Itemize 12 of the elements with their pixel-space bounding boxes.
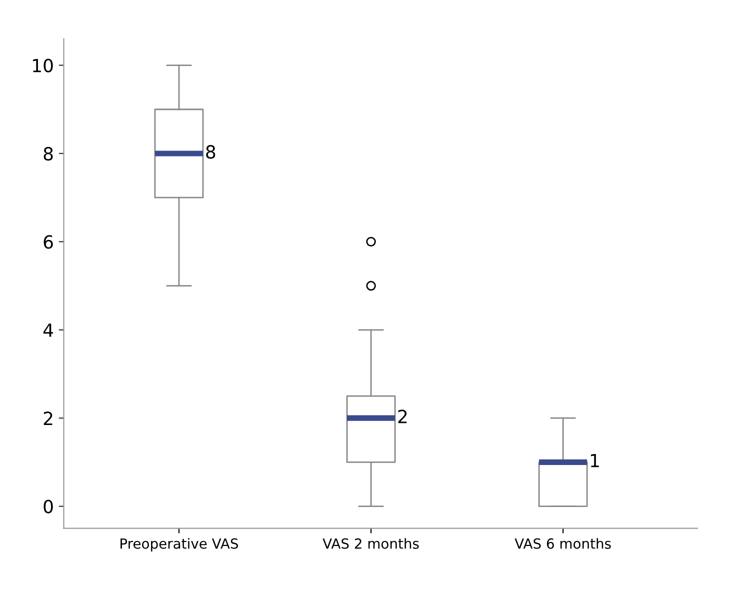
y-tick-label: 0	[44, 500, 53, 514]
y-tick-label: 8	[44, 146, 53, 161]
x-tick-label: Preoperative VAS	[120, 538, 238, 552]
y-tick-label: 10	[33, 58, 53, 72]
annotation: 8	[206, 145, 216, 159]
y-tick-label: 4	[43, 324, 54, 337]
annotation: 2	[398, 410, 407, 424]
y-tick-label: 6	[44, 235, 53, 249]
y-tick-label: 2	[44, 412, 52, 425]
annotation: 1	[590, 454, 599, 468]
x-tick-label: VAS 6 months	[514, 538, 611, 549]
x-tick-label: VAS 2 months	[322, 538, 419, 549]
